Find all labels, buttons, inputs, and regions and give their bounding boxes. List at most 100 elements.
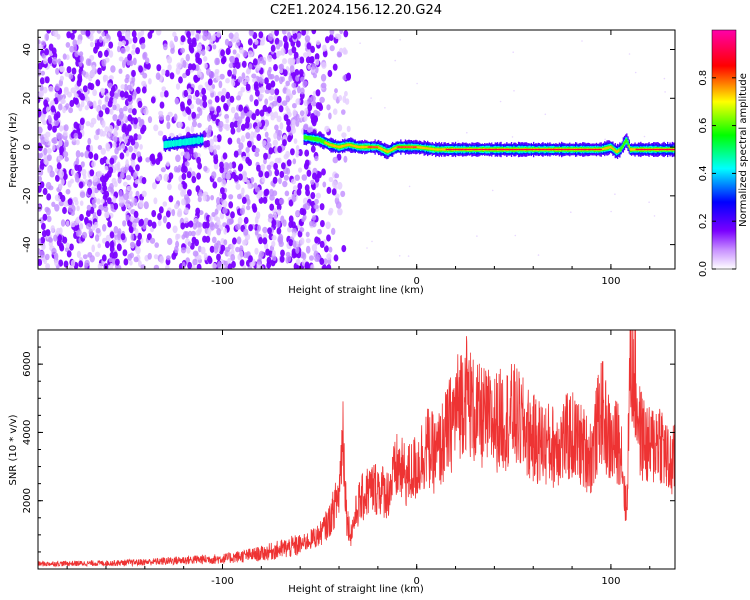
noise-blob [251, 73, 257, 79]
noise-blob [185, 126, 191, 134]
noise-blob [299, 227, 305, 233]
noise-blob [223, 239, 228, 246]
ridge-cell [531, 148, 534, 151]
noise-blob [274, 37, 280, 46]
noise-blob [168, 195, 174, 203]
noise-blob [271, 219, 277, 227]
noise-blob [40, 114, 45, 123]
noise-blob [55, 174, 60, 182]
ridge-cell [668, 148, 670, 150]
noise-blob [159, 101, 165, 109]
ridge-cell [314, 137, 316, 141]
noise-blob [219, 73, 225, 80]
noise-blob [322, 44, 327, 52]
ridge-cell [191, 138, 193, 145]
ridge-cell [575, 149, 577, 150]
ridge-cell [670, 149, 672, 151]
noise-blob [319, 96, 325, 103]
ridge-cell [657, 149, 659, 150]
noise-blob [274, 157, 281, 164]
noise-blob [265, 248, 270, 256]
noise-blob [242, 80, 247, 86]
noise-blob [314, 236, 319, 244]
noise-blob [50, 105, 56, 113]
noise-blob [314, 198, 319, 205]
noise-blob [82, 254, 88, 260]
ridge-cell [167, 141, 169, 148]
noise-blob [207, 228, 212, 237]
noise-blob [324, 245, 329, 253]
noise-blob [187, 189, 192, 197]
noise-blob [65, 42, 71, 48]
noise-blob [113, 251, 118, 259]
noise-blob [44, 206, 50, 213]
ridge-cell [599, 148, 601, 151]
ridge-cell [622, 142, 624, 148]
noise-blob [211, 212, 216, 217]
noise-blob [113, 136, 118, 143]
noise-blob [157, 219, 162, 227]
noise-blob [58, 259, 64, 267]
noise-blob [79, 51, 84, 57]
noise-blob [298, 167, 303, 173]
ridge-cell [408, 146, 410, 148]
noise-blob [167, 183, 172, 191]
faint-dot [384, 107, 386, 109]
noise-blob [261, 177, 266, 183]
noise-blob [207, 114, 212, 122]
noise-blob [108, 41, 114, 49]
noise-blob [301, 174, 308, 181]
noise-blob [232, 237, 237, 245]
noise-blob [104, 96, 109, 103]
noise-blob [94, 42, 100, 50]
noise-blob [222, 200, 228, 208]
ridge-cell [344, 144, 346, 147]
noise-blob [78, 181, 84, 189]
ridge-cell [343, 144, 345, 147]
noise-blob [304, 107, 309, 116]
noise-blob [223, 227, 228, 235]
noise-blob [229, 121, 235, 129]
noise-blob [149, 30, 155, 34]
noise-blob [92, 175, 98, 183]
noise-blob [278, 177, 282, 185]
noise-blob [220, 187, 225, 195]
ridge-cell [502, 148, 504, 151]
ridge-cell [366, 145, 368, 149]
ridge-cell [582, 149, 584, 151]
noise-blob [241, 196, 247, 204]
noise-blob [109, 240, 115, 248]
noise-blob [245, 132, 251, 140]
noise-blob [166, 255, 171, 261]
noise-blob [325, 221, 331, 230]
ridge-cell [621, 145, 623, 149]
noise-blob [291, 119, 297, 127]
noise-blob [287, 32, 292, 39]
noise-blob [46, 147, 52, 154]
noise-blob [43, 158, 48, 165]
noise-blob [81, 168, 87, 176]
noise-blob [195, 207, 201, 215]
noise-blob [262, 196, 268, 204]
faint-dot [366, 247, 368, 249]
noise-blob [251, 203, 257, 211]
noise-blob [276, 227, 282, 235]
noise-blob [216, 105, 222, 113]
ridge-cell [663, 149, 665, 150]
noise-blob [88, 151, 94, 159]
noise-blob [310, 264, 315, 269]
ridge-cell [179, 138, 182, 147]
ridge-cell [387, 150, 389, 153]
noise-blob [88, 228, 94, 237]
noise-blob [60, 219, 66, 227]
noise-blob [66, 66, 72, 74]
noise-blob [273, 212, 278, 220]
noise-blob [68, 107, 73, 114]
noise-blob [268, 213, 274, 219]
noise-blob [313, 115, 318, 123]
noise-blob [191, 176, 197, 184]
ridge-cell [401, 146, 403, 148]
colorbar-gradient [711, 29, 737, 270]
ridge-cell [542, 149, 544, 150]
noise-blob [202, 100, 208, 108]
